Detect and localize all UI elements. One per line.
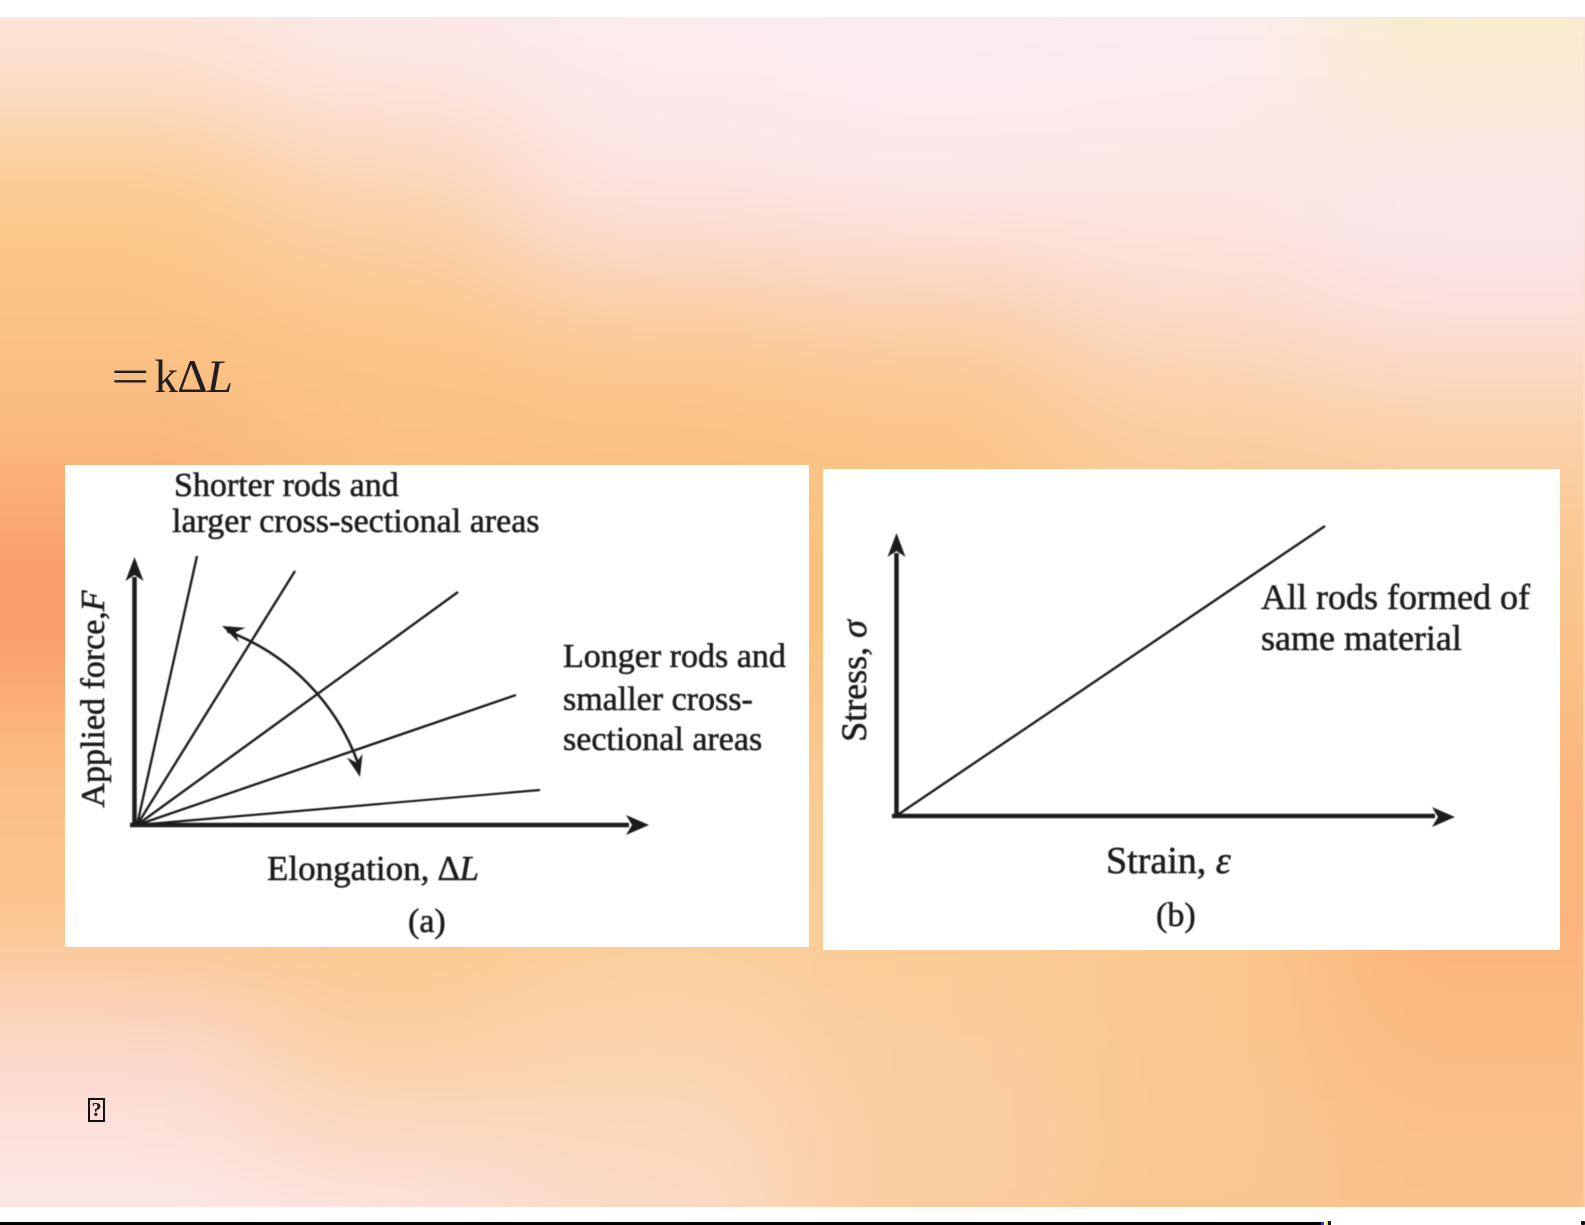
svg-text:Elongation, ∆L: Elongation, ∆L	[267, 849, 479, 888]
svg-text:(b): (b)	[1156, 897, 1196, 934]
svg-text:larger cross-sectional areas: larger cross-sectional areas	[172, 503, 540, 540]
svg-text:All rods formed of: All rods formed of	[1261, 577, 1530, 617]
svg-text:smaller cross-: smaller cross-	[563, 681, 753, 718]
svg-text:Stress, σ: Stress, σ	[834, 619, 874, 742]
svg-text:same material: same material	[1261, 618, 1462, 658]
svg-text:sectional areas: sectional areas	[563, 721, 762, 758]
svg-text:Applied force,F: Applied force,F	[75, 589, 112, 807]
svg-text:Longer rods and: Longer rods and	[563, 638, 786, 675]
svg-text:Strain, ε: Strain, ε	[1106, 840, 1231, 882]
svg-text:(a): (a)	[408, 903, 446, 940]
svg-text:Shorter rods and: Shorter rods and	[174, 467, 399, 504]
